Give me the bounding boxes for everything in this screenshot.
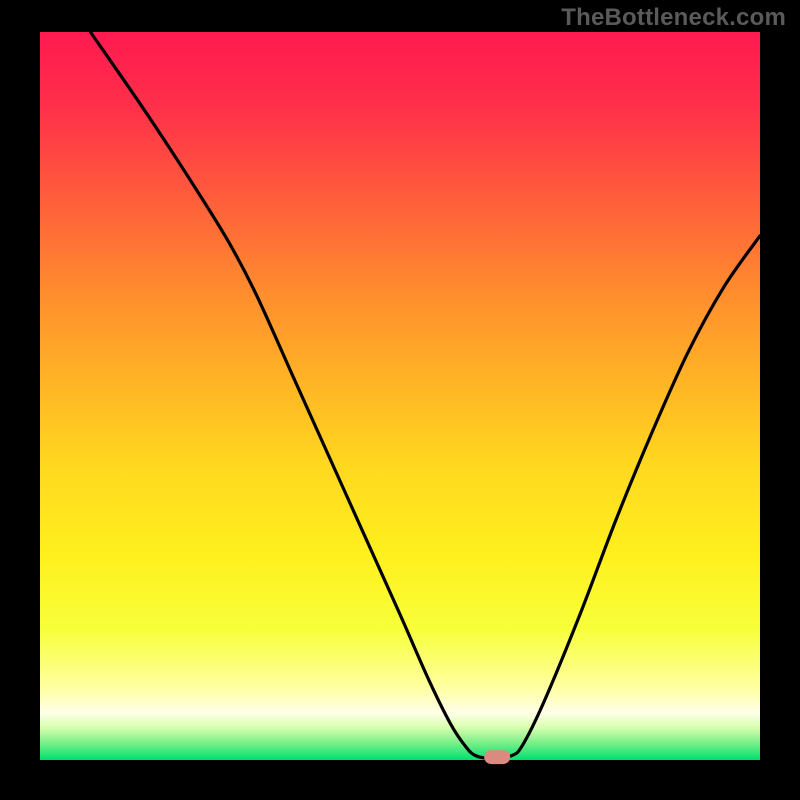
bottleneck-curve-chart bbox=[0, 0, 800, 800]
watermark-text: TheBottleneck.com bbox=[561, 4, 786, 32]
chart-frame: TheBottleneck.com bbox=[0, 0, 800, 800]
plot-background bbox=[40, 32, 760, 760]
optimal-point-marker bbox=[484, 750, 510, 764]
